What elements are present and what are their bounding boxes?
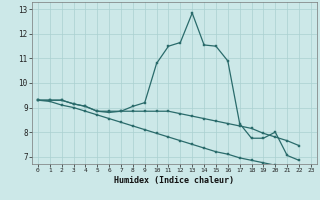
X-axis label: Humidex (Indice chaleur): Humidex (Indice chaleur): [115, 176, 234, 185]
